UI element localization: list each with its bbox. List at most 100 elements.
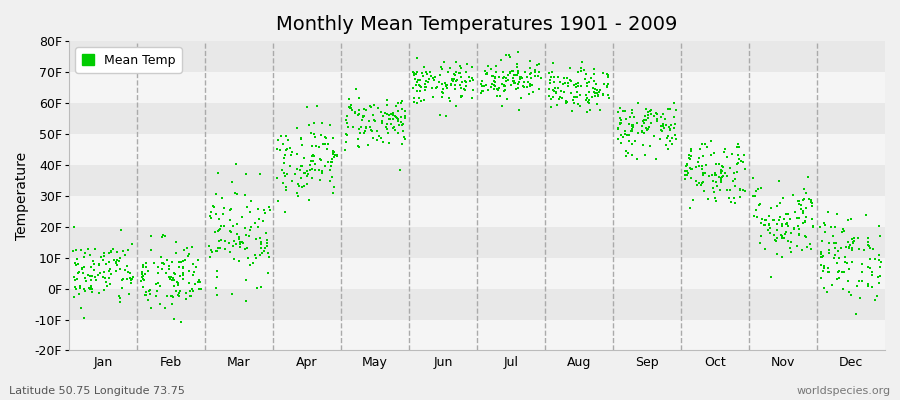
Point [158,233,172,239]
Point [737,152,751,158]
Point [828,244,842,251]
Point [509,72,524,78]
Point [255,250,269,257]
Point [709,179,724,185]
Point [302,162,317,168]
Point [637,113,652,119]
Point [580,83,595,89]
Point [162,262,176,269]
Point [716,164,730,170]
Point [872,257,886,264]
Point [704,152,718,158]
Point [178,290,193,296]
Point [750,214,764,220]
Point [450,77,464,84]
Point [92,290,106,296]
Point [780,237,795,244]
Point [580,80,595,86]
Point [164,293,178,299]
Point [448,59,463,65]
Point [293,136,308,142]
Point [280,146,294,152]
Point [67,274,81,281]
Point [324,162,338,169]
Point [480,71,494,78]
Point [151,264,166,270]
Point [356,130,371,136]
Point [112,293,126,300]
Point [572,103,587,109]
Point [230,161,244,167]
Point [526,88,540,95]
Point [669,136,683,143]
Point [784,238,798,245]
Point [338,117,353,124]
Point [758,217,772,223]
Point [94,254,109,260]
Point [136,272,150,279]
Point [278,152,293,158]
Point [238,224,252,231]
Point [730,161,744,167]
Point [643,108,657,114]
Point [850,282,864,289]
Point [307,120,321,126]
Point [312,156,327,163]
Point [511,70,526,76]
Point [295,184,310,190]
Point [625,126,639,132]
Point [305,166,320,172]
Point [283,145,297,152]
Point [183,293,197,299]
Point [831,248,845,254]
Point [510,48,525,55]
Point [391,130,405,136]
Point [500,72,515,78]
Point [641,126,655,132]
Point [840,260,854,266]
Point [561,82,575,89]
Point [589,81,603,87]
Point [141,296,156,303]
Point [278,173,293,179]
Point [208,229,222,236]
Point [488,74,502,81]
Point [382,112,396,118]
Point [581,97,596,104]
Point [498,87,512,93]
Point [625,122,639,129]
Y-axis label: Temperature: Temperature [15,152,29,240]
Point [663,127,678,134]
Point [388,112,402,119]
Point [626,152,640,158]
Point [316,141,330,147]
Point [114,277,129,284]
Point [259,243,274,250]
Point [490,86,504,92]
Point [84,264,98,270]
Point [104,248,119,255]
Point [342,96,356,102]
Point [499,52,513,58]
Point [657,116,671,122]
Point [353,130,367,136]
Point [534,75,548,81]
Point [112,257,126,264]
Point [701,173,716,179]
Point [492,85,507,91]
Point [526,89,540,95]
Point [530,62,544,68]
Point [398,136,412,142]
Point [860,264,875,270]
Point [799,234,814,240]
Point [320,159,335,166]
Point [814,254,828,260]
Point [374,120,389,126]
Point [510,64,525,70]
Point [258,210,273,216]
Point [500,77,515,84]
Point [761,221,776,227]
Point [231,233,246,240]
Point [573,65,588,72]
Point [495,81,509,87]
